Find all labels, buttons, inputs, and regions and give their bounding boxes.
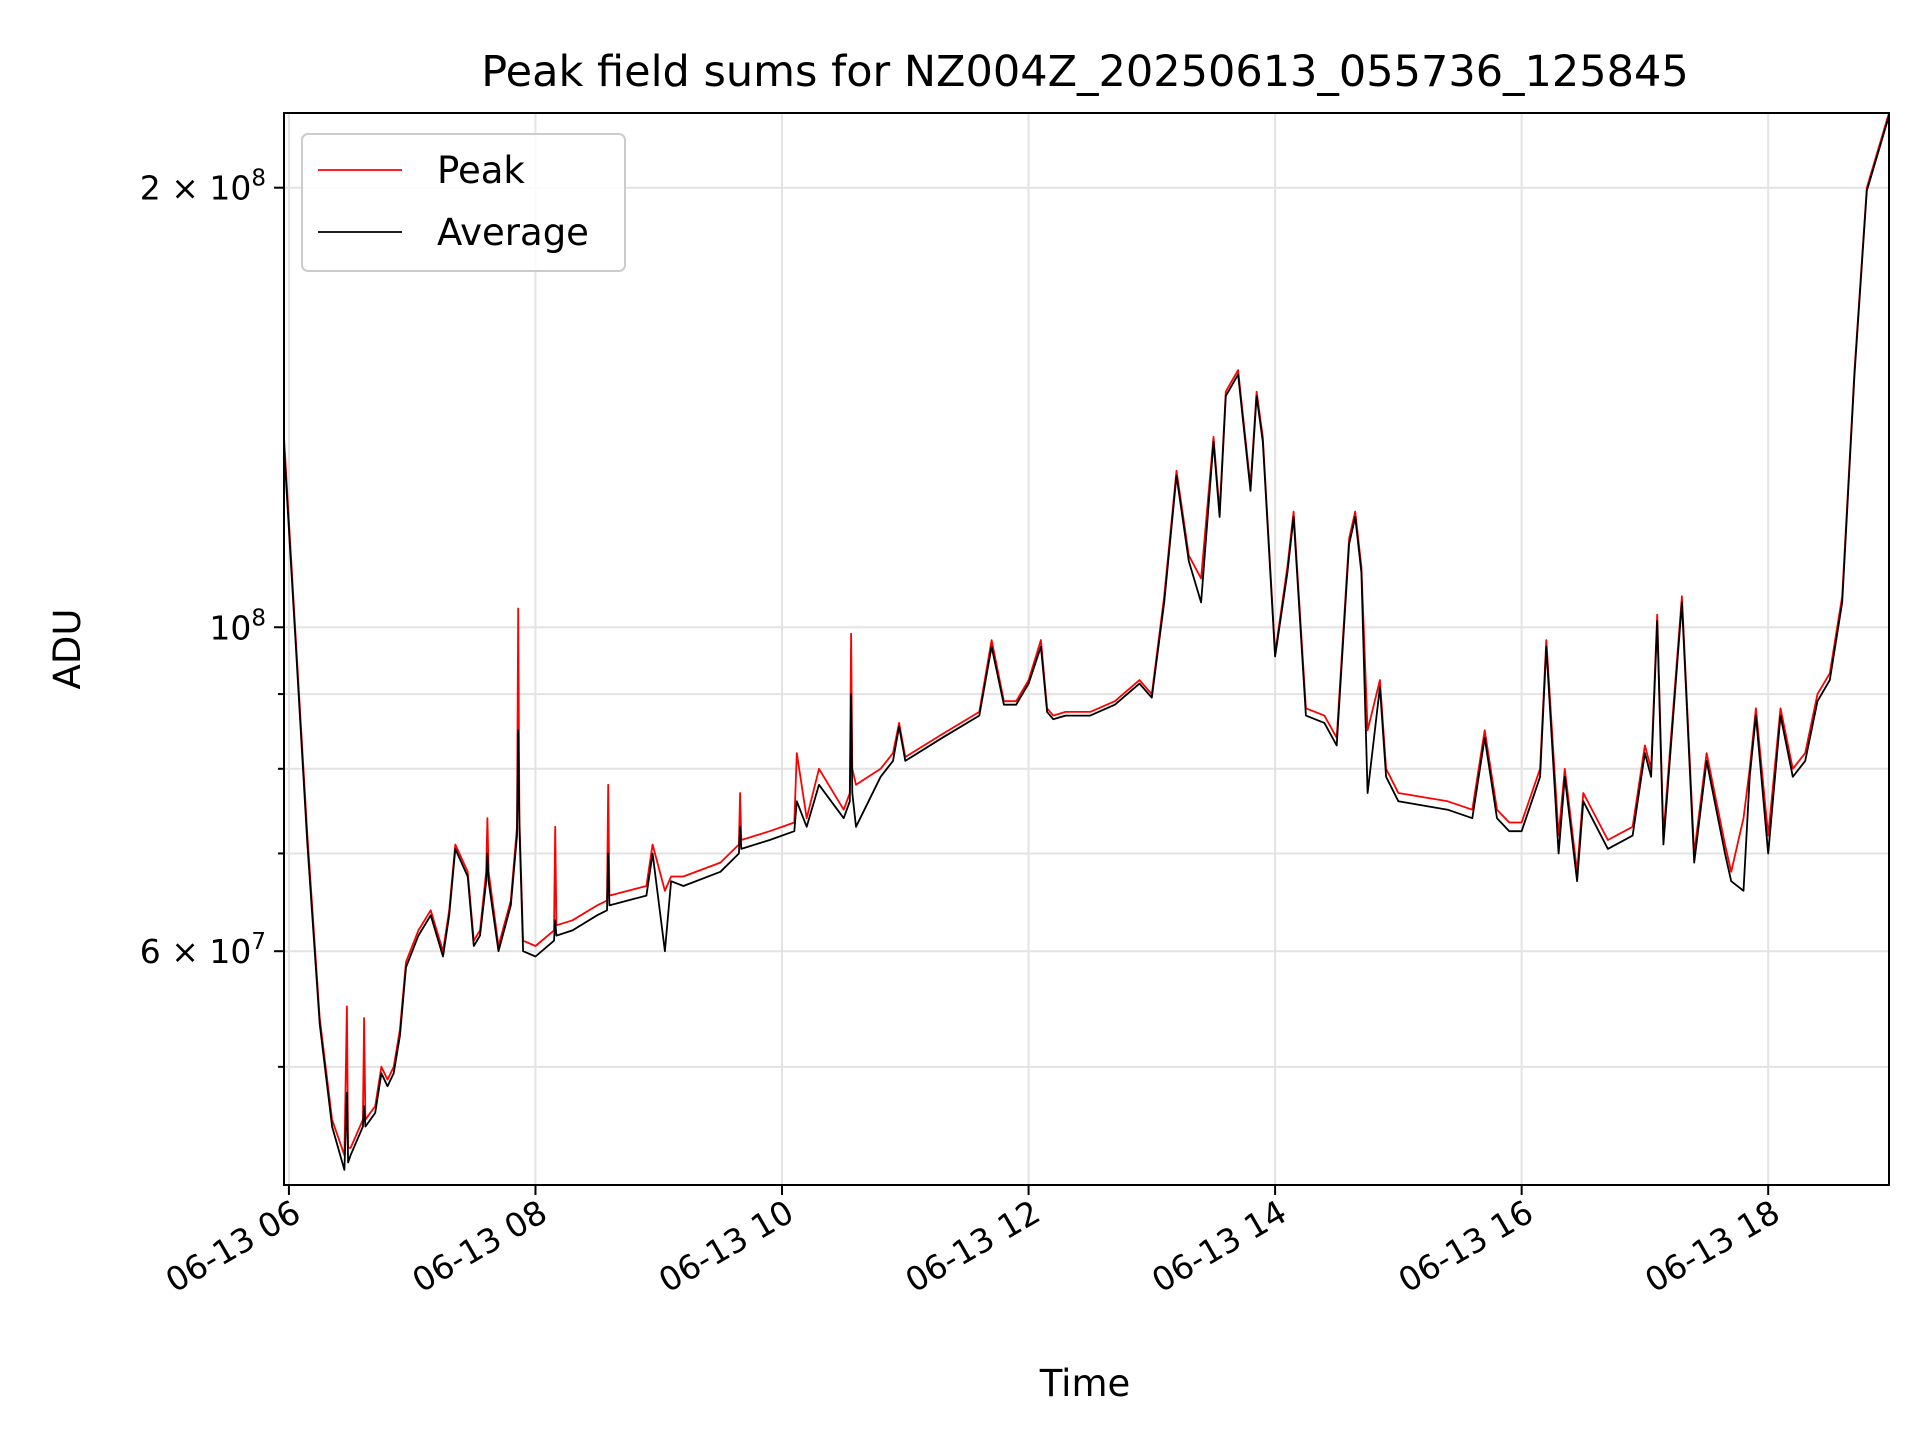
legend-box xyxy=(301,133,626,272)
y-tick-label: 2 × 108 xyxy=(140,166,266,208)
series-line-average xyxy=(284,115,1889,1171)
chart-title: Peak field sums for NZ004Z_20250613_0557… xyxy=(481,47,1688,97)
plot-area xyxy=(284,113,1889,1171)
axes-frame xyxy=(283,112,1890,1186)
gridlines xyxy=(284,113,1889,1185)
y-tick-label: 6 × 107 xyxy=(140,929,266,971)
y-tick-label: 108 xyxy=(209,605,266,647)
y-axis-label: ADU xyxy=(46,609,89,690)
y-axis-ticks: 2 × 108 108 6 × 107 xyxy=(140,166,284,1068)
legend-label: Average xyxy=(437,211,589,254)
x-axis-label: Time xyxy=(1039,1362,1131,1405)
legend-label: Peak xyxy=(437,149,525,192)
legend: Peak Average xyxy=(301,133,626,272)
